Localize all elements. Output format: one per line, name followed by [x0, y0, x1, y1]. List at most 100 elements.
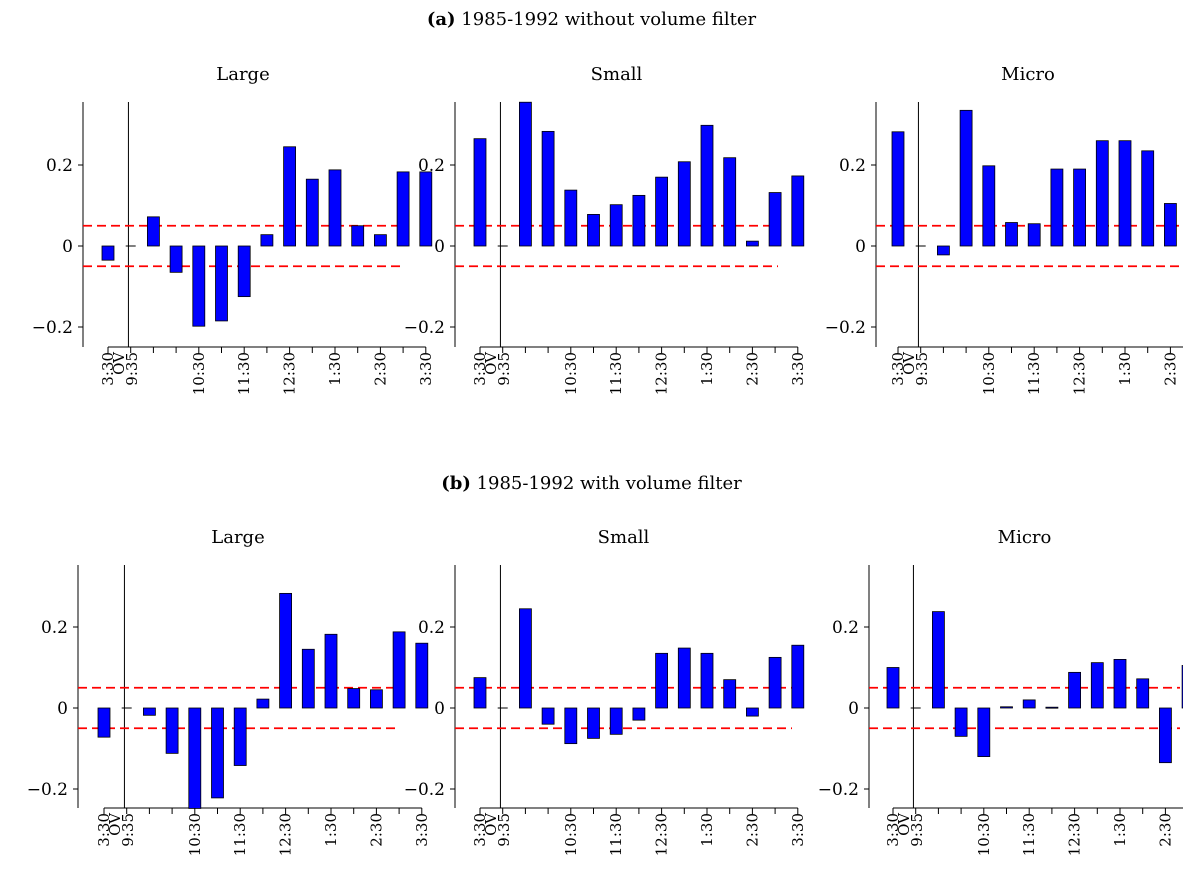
chart-3-bar — [1095, 140, 1109, 247]
chart-3-x-tick-label: 12:30 — [1071, 352, 1089, 395]
chart-1-bar — [192, 245, 206, 327]
chart-5-x-tick-label: 3:30 — [789, 813, 807, 847]
chart-6-x-tick-label: 3:30 — [884, 813, 902, 847]
chart-3-x-tick-label: 2:30 — [1161, 352, 1179, 386]
chart-1-x-tick-label: 2:30 — [371, 352, 389, 386]
chart-4-bar — [256, 698, 270, 709]
chart-5-y-tick-label: 0 — [434, 699, 445, 719]
chart-5-y-tick-label: −0.2 — [404, 780, 445, 800]
chart-3-x-tick-label: 9:35 — [913, 352, 931, 386]
chart-1-bar — [101, 245, 115, 261]
chart-3-bar — [1164, 203, 1177, 247]
chart-6-bar — [1022, 699, 1036, 709]
chart-6-y-tick-label: 0 — [848, 699, 859, 719]
chart-1-bar — [419, 171, 433, 247]
chart-3-bar — [959, 109, 973, 247]
panel-a-caption: 1985-1992 without volume filter — [461, 9, 757, 30]
chart-3-bar — [1141, 150, 1155, 247]
chart-2-x-tick-label: 3:30 — [789, 352, 807, 386]
chart-4-bar — [233, 707, 247, 766]
chart-2-y-tick-label: 0.2 — [418, 156, 445, 176]
chart-1-x-tick-label: OV — [110, 351, 128, 375]
chart-5-bar — [587, 707, 600, 739]
chart-2-bar — [632, 194, 646, 247]
chart-4-bar — [165, 707, 179, 754]
chart-6-x-tick-label: 11:30 — [1020, 813, 1038, 856]
chart-4-x-tick-label: 3:30 — [413, 813, 431, 847]
chart-2-bar — [587, 214, 600, 247]
chart-3-title: Micro — [1001, 64, 1055, 85]
chart-6-x-tick-label: 9:35 — [908, 813, 926, 847]
chart-5-bar — [677, 647, 691, 709]
chart-3-bar — [982, 165, 996, 247]
chart-5-bar — [609, 707, 623, 735]
chart-6-x-tick-label: 10:30 — [975, 813, 993, 856]
chart-6-bar — [954, 707, 968, 737]
chart-4-bar — [97, 707, 111, 738]
chart-5-x-tick-label: 1:30 — [698, 813, 716, 847]
chart-6-bar — [1159, 707, 1172, 764]
chart-3-bar — [1005, 222, 1018, 247]
chart-5-bar — [700, 652, 714, 709]
chart-2-bar — [655, 176, 668, 247]
chart-2-x-tick-label: 10:30 — [562, 352, 580, 395]
chart-2-x-tick-label: 3:30 — [471, 352, 489, 386]
chart-1-y-tick-label: 0.2 — [46, 156, 73, 176]
chart-4-x-tick-label: 11:30 — [231, 813, 249, 856]
chart-6-x-tick-label: OV — [895, 812, 913, 836]
chart-2-bar — [473, 138, 487, 247]
chart-2-x-tick-label: 1:30 — [698, 352, 716, 386]
panel-b-caption: 1985-1992 with volume filter — [476, 473, 742, 494]
chart-1-bar — [328, 169, 342, 247]
chart-6-bar — [1045, 706, 1059, 709]
chart-1-x-tick-label: 12:30 — [281, 352, 299, 395]
chart-5-x-tick-label: 10:30 — [562, 813, 580, 856]
chart-2-y-tick-label: −0.2 — [404, 318, 445, 338]
panel-b-label: (b) — [441, 473, 471, 494]
chart-4-bar — [415, 642, 429, 709]
chart-4-x-tick-label: 3:30 — [95, 813, 113, 847]
chart-1-title: Large — [216, 64, 269, 85]
chart-5-bar — [768, 656, 782, 709]
chart-2-x-tick-label: OV — [482, 351, 500, 375]
chart-2-x-tick-label: 12:30 — [653, 352, 671, 395]
chart-6-bar — [1136, 678, 1150, 709]
chart-1-x-tick-label: 3:30 — [99, 352, 117, 386]
chart-5-bar — [655, 652, 668, 709]
chart-6-bar — [1000, 706, 1013, 709]
chart-4-bar — [279, 592, 293, 709]
chart-2-title: Small — [591, 64, 643, 85]
chart-1-x-tick-label: 3:30 — [417, 352, 435, 386]
chart-4-title: Large — [211, 527, 264, 548]
chart-1-y-tick-label: −0.2 — [32, 318, 73, 338]
chart-4-bar — [188, 707, 202, 809]
chart-6-x-tick-label: 12:30 — [1066, 813, 1084, 856]
chart-1-bar — [169, 245, 183, 273]
chart-1-bar — [215, 245, 228, 322]
chart-1-bar — [373, 234, 387, 247]
chart-6-bar — [977, 707, 991, 757]
chart-5-x-tick-label: 11:30 — [607, 813, 625, 856]
chart-2-bar — [768, 192, 782, 247]
chart-1-x-tick-label: 10:30 — [190, 352, 208, 395]
chart-5-y-tick-label: 0.2 — [418, 618, 445, 638]
chart-4-bar — [142, 707, 156, 716]
chart-1-x-tick-label: 1:30 — [326, 352, 344, 386]
chart-2-bar — [541, 130, 555, 247]
chart-4-bar — [211, 707, 224, 799]
chart-2-x-tick-label: 11:30 — [607, 352, 625, 395]
chart-4-bar — [324, 633, 338, 709]
chart-6-x-tick-label: 1:30 — [1111, 813, 1129, 847]
chart-6-y-tick-label: 0.2 — [832, 618, 859, 638]
chart-3-y-tick-label: 0.2 — [839, 156, 866, 176]
chart-2-bar — [791, 175, 805, 247]
chart-1-bar — [305, 178, 319, 247]
chart-4-bar — [347, 688, 361, 709]
chart-4-x-tick-label: 10:30 — [186, 813, 204, 856]
chart-5-bar — [473, 677, 487, 709]
chart-4-x-tick-label: 9:35 — [119, 813, 137, 847]
chart-3-y-tick-label: −0.2 — [825, 318, 866, 338]
chart-4-x-tick-label: 2:30 — [367, 813, 385, 847]
chart-3-x-tick-label: 10:30 — [980, 352, 998, 395]
